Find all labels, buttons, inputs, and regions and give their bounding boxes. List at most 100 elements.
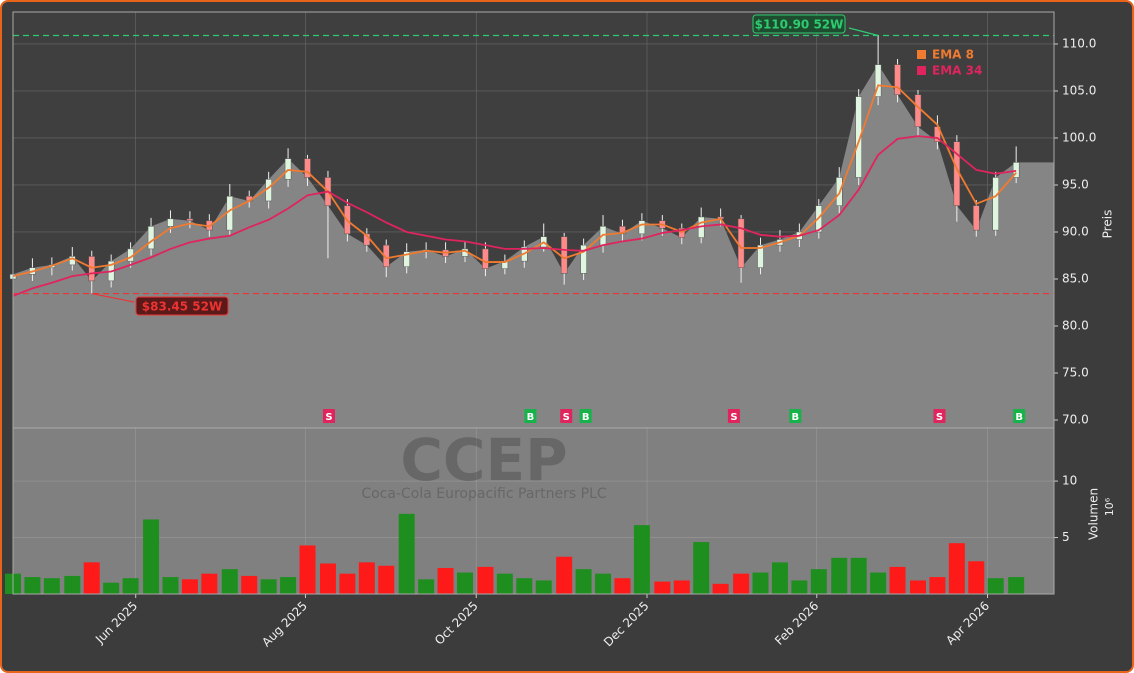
low-52w-arrow	[91, 292, 135, 303]
high-52w-box	[752, 14, 846, 34]
volume-bar	[477, 566, 494, 594]
signal-marker	[322, 409, 335, 423]
y-tick-label: 105.0	[1062, 83, 1096, 97]
y-axis-label: Preis	[1101, 210, 1115, 239]
candle-body	[304, 158, 311, 178]
y-tick-label: 75.0	[1062, 366, 1089, 380]
candle-body	[403, 251, 410, 268]
candle-body	[894, 64, 901, 95]
plot-border	[12, 11, 1055, 595]
y2-axis-label: Volumen	[1087, 488, 1101, 540]
volume-bar	[575, 569, 592, 594]
volume-bar	[831, 557, 848, 594]
volume-bar	[810, 569, 827, 594]
candle-body	[580, 244, 587, 274]
legend-swatch	[917, 50, 926, 59]
candle-body	[1012, 162, 1020, 178]
x-tick-label: Apr 2026	[943, 599, 992, 648]
x-tick-label: Dec 2025	[601, 599, 652, 650]
candle-body	[560, 236, 568, 274]
y2-tick-label: 5	[1062, 530, 1070, 544]
volume-bar	[221, 569, 238, 594]
signal-label: S	[563, 412, 570, 423]
y-tick-label: 110.0	[1062, 36, 1096, 50]
volume-bar	[143, 519, 160, 594]
signal-label: B	[1015, 412, 1023, 423]
x-tick-label: Feb 2026	[772, 599, 821, 648]
signal-marker	[933, 409, 946, 423]
volume-bar	[280, 577, 297, 594]
symbol-watermark: CCEP	[400, 426, 567, 494]
volume-bar	[43, 578, 60, 594]
candle-body	[167, 218, 174, 227]
signal-marker	[560, 409, 573, 423]
volume-bar	[712, 583, 729, 594]
high-52w-arrow	[848, 27, 879, 37]
volume-bar	[103, 582, 120, 594]
signal-marker	[727, 409, 740, 423]
price-area	[13, 64, 1054, 428]
y-tick-label: 90.0	[1062, 224, 1089, 238]
volume-bar	[496, 573, 513, 594]
candle-body	[226, 196, 234, 231]
signal-marker	[789, 409, 802, 423]
y-tick-label: 70.0	[1062, 413, 1089, 427]
volume-bar	[909, 580, 926, 594]
signal-label: B	[791, 412, 799, 423]
volume-panel	[13, 428, 1054, 594]
volume-bar	[339, 573, 356, 594]
volume-bar	[673, 580, 690, 594]
y2-offset-label: 10⁶	[1103, 497, 1116, 516]
candle-body	[973, 205, 980, 231]
volume-bar	[693, 542, 710, 594]
x-tick-label: Aug 2025	[259, 599, 310, 650]
y2-tick-label: 10	[1062, 474, 1077, 488]
legend-swatch	[917, 66, 926, 75]
candle-body	[855, 96, 862, 178]
volume-bar	[319, 563, 336, 594]
volume-bar	[948, 543, 965, 594]
volume-bar	[299, 545, 316, 594]
signal-label: S	[730, 412, 737, 423]
volume-bar	[241, 575, 258, 594]
volume-bar	[122, 578, 139, 594]
volume-bar	[535, 580, 552, 594]
volume-bar	[162, 577, 179, 594]
volume-bar	[733, 573, 750, 594]
volume-bar	[181, 579, 198, 594]
volume-bar	[456, 572, 473, 594]
signal-marker	[524, 409, 537, 423]
volume-bar	[556, 556, 573, 594]
volume-bar	[418, 579, 435, 594]
volume-bar	[614, 578, 631, 594]
high-52w-label: $110.90 52W	[755, 18, 844, 32]
candle-body	[914, 94, 922, 127]
candle-body	[482, 248, 489, 269]
volume-bar	[654, 581, 671, 594]
volume-bar	[260, 579, 277, 594]
candle-body	[186, 218, 194, 221]
volume-bar	[24, 577, 41, 594]
candle-body	[88, 256, 95, 282]
legend-label: EMA 8	[932, 48, 974, 62]
volume-bar	[752, 572, 769, 594]
volume-bar	[1008, 577, 1025, 594]
candle-body	[638, 220, 646, 235]
y-tick-label: 85.0	[1062, 271, 1089, 285]
volume-bar	[987, 578, 1004, 594]
candle-body	[992, 177, 999, 231]
x-tick-label: Oct 2025	[432, 599, 481, 648]
volume-bar	[398, 513, 415, 594]
volume-bar	[378, 565, 395, 594]
candle-body	[757, 244, 764, 268]
volume-bar	[771, 562, 788, 594]
y-tick-label: 95.0	[1062, 177, 1089, 191]
candle-body	[737, 218, 745, 268]
volume-bar	[791, 580, 808, 594]
volume-bar	[516, 578, 533, 594]
volume-bar	[850, 557, 867, 594]
company-watermark: Coca-Cola Europacific Partners PLC	[361, 486, 607, 502]
candle-body	[619, 226, 626, 235]
